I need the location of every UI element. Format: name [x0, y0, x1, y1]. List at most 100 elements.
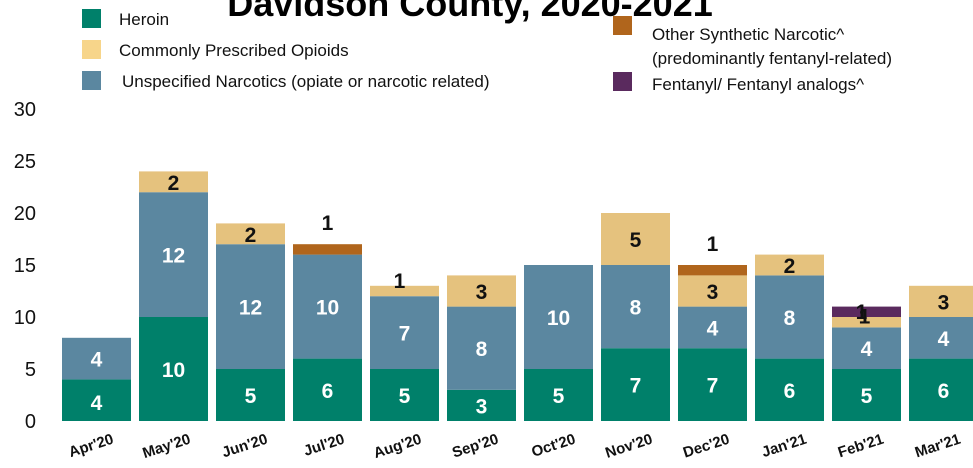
x-tick-label: Sep'20 [450, 431, 501, 462]
bar-segment [678, 275, 747, 307]
bar-segment [678, 306, 747, 349]
bar-segment [293, 244, 362, 255]
bar-segment [447, 306, 516, 390]
legend-swatch [82, 9, 101, 28]
bars [62, 171, 973, 421]
bar-segment [601, 213, 670, 265]
data-label: 1 [859, 306, 871, 329]
y-tick-label: 30 [14, 99, 36, 121]
data-label: 8 [476, 338, 488, 361]
bar-segment [832, 306, 901, 317]
bar-segment [139, 317, 208, 421]
legend-swatch [613, 16, 632, 35]
data-label: 4 [707, 317, 719, 340]
bar-segment [755, 358, 824, 421]
bar-segment [293, 254, 362, 359]
bar-segment [601, 265, 670, 349]
bar-segment [601, 348, 670, 421]
bar-segment [755, 254, 824, 276]
data-label: 7 [399, 323, 411, 346]
data-label: 5 [630, 229, 642, 252]
data-label: 1 [394, 270, 406, 293]
bar-segment [832, 327, 901, 369]
legend-swatch [82, 71, 101, 90]
bar-segment [524, 369, 593, 421]
bar-segment [216, 369, 285, 421]
x-tick-label: Mar'21 [913, 431, 963, 462]
legend: Heroin Commonly Prescribed Opioids Unspeci… [82, 9, 892, 94]
x-axis: Apr'20 May'20 Jun'20 Jul'20 Aug'20 Sep'20 Oct'… [67, 431, 963, 462]
x-tick-label: Nov'20 [603, 431, 654, 462]
bar-segment [216, 223, 285, 245]
legend-swatch [82, 40, 101, 59]
data-label: 7 [707, 375, 719, 398]
bar-segment [62, 379, 131, 421]
bar-segment [678, 348, 747, 421]
bar-segment [909, 317, 973, 359]
y-tick-label: 0 [25, 411, 36, 433]
x-tick-label: Jan'21 [760, 431, 809, 461]
bar-segment [293, 358, 362, 421]
data-labels: 44 10122512261015713835107857431682541164… [91, 172, 950, 419]
legend-label: (predominantly fentanyl-related) [652, 49, 892, 68]
data-label: 1 [707, 233, 719, 256]
legend-label: Heroin [119, 10, 169, 29]
bar-segment [139, 192, 208, 317]
bar-segment [678, 265, 747, 276]
data-label: 3 [476, 281, 488, 304]
y-tick-label: 15 [14, 255, 36, 277]
bar-segment [370, 296, 439, 369]
data-label: 5 [245, 385, 257, 408]
x-tick-label: Feb'21 [836, 431, 886, 462]
data-label: 10 [316, 297, 339, 320]
data-label: 3 [707, 281, 719, 304]
bar-segment [909, 285, 973, 317]
bar-segment [370, 369, 439, 421]
data-label: 2 [245, 224, 257, 247]
y-tick-label: 20 [14, 203, 36, 225]
data-label: 3 [476, 395, 488, 418]
y-tick-label: 25 [14, 151, 36, 173]
bar-segment [447, 275, 516, 307]
bar-segment [832, 369, 901, 421]
bar-segment [524, 265, 593, 369]
data-label: 5 [399, 385, 411, 408]
data-label: 7 [630, 375, 642, 398]
data-label: 1 [856, 301, 868, 324]
data-label: 2 [784, 255, 796, 278]
x-tick-label: Apr'20 [67, 431, 116, 461]
x-tick-label: Aug'20 [371, 431, 423, 462]
x-tick-label: Jun'20 [220, 431, 270, 462]
data-label: 5 [553, 385, 565, 408]
legend-label: Other Synthetic Narcotic^ [652, 25, 844, 44]
data-label: 10 [162, 359, 185, 382]
data-label: 8 [784, 307, 796, 330]
data-label: 12 [162, 245, 185, 268]
bar-segment [370, 285, 439, 297]
bar-segment [62, 337, 131, 380]
data-label: 6 [784, 380, 796, 403]
data-label: 2 [168, 172, 180, 195]
data-label: 4 [861, 338, 873, 361]
x-tick-label: May'20 [140, 431, 192, 462]
bar-segment [832, 317, 901, 328]
data-label: 4 [938, 328, 950, 351]
data-label: 8 [630, 297, 642, 320]
data-label: 3 [938, 291, 950, 314]
bar-segment [216, 244, 285, 369]
data-label: 4 [91, 349, 103, 372]
data-label: 10 [547, 307, 570, 330]
data-label: 5 [861, 385, 873, 408]
x-tick-label: Oct'20 [529, 431, 577, 461]
bar-segment [447, 389, 516, 421]
bar-segment [139, 171, 208, 193]
legend-label: Commonly Prescribed Opioids [119, 41, 349, 60]
legend-label: Fentanyl/ Fentanyl analogs^ [652, 75, 864, 94]
y-axis: 0 5 10 15 20 25 30 [14, 99, 36, 433]
data-label: 4 [91, 392, 103, 415]
bar-segment [909, 358, 973, 421]
data-label: 6 [938, 380, 950, 403]
data-label: 1 [322, 212, 334, 235]
y-tick-label: 5 [25, 359, 36, 381]
